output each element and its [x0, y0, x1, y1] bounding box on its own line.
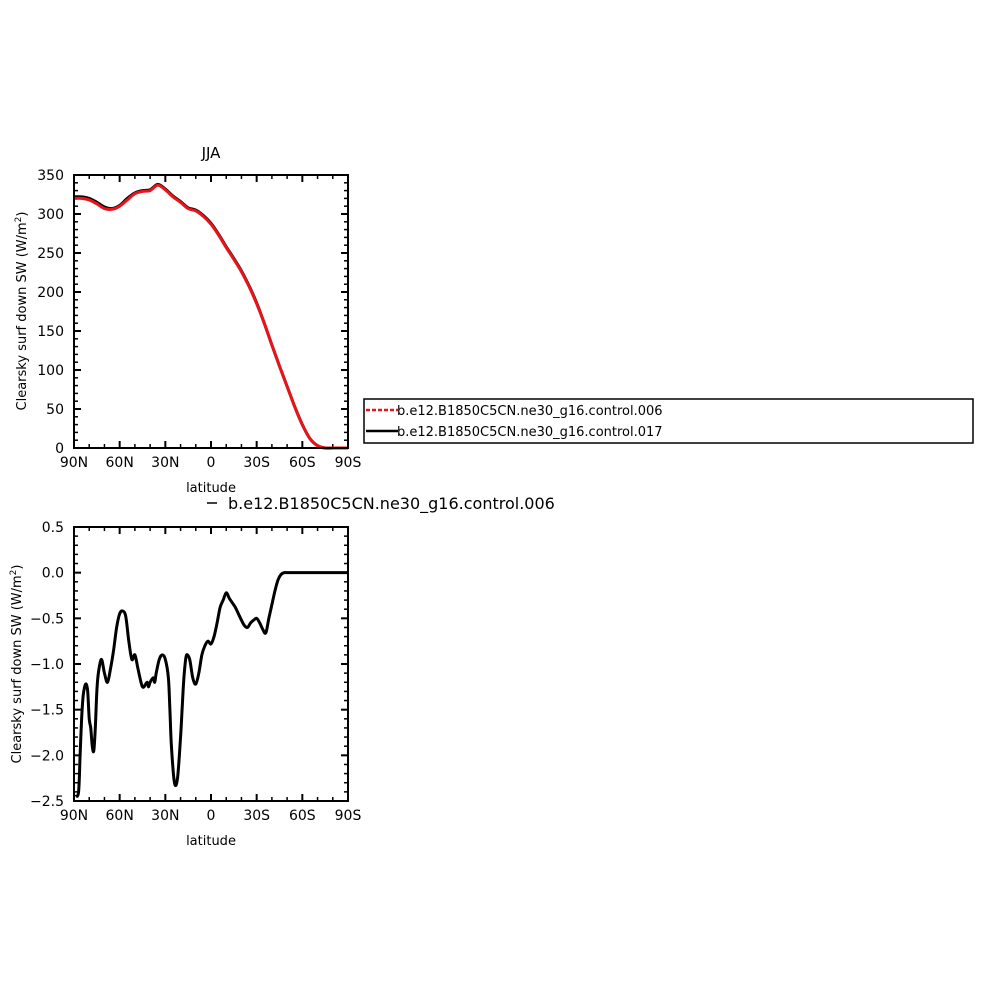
chart-top-ylabel-end: ): [15, 212, 30, 217]
chart-top-title: JJA: [201, 144, 222, 162]
chart-top-ylabel-sup: 2: [14, 217, 24, 223]
chart-top-ytick-label: 250: [37, 246, 64, 262]
chart-bottom-ytick-label: −2.0: [30, 748, 64, 764]
chart-bottom-series-line-0: [74, 571, 348, 798]
chart-top-ytick-label: 0: [55, 441, 64, 457]
chart-bottom-ytick-label: −2.5: [30, 794, 64, 810]
chart-top-ytick-label: 300: [37, 207, 64, 223]
chart-top-ytick-label: 100: [37, 363, 64, 379]
legend-label-017: b.e12.B1850C5CN.ne30_g16.control.017: [397, 425, 663, 440]
chart-bottom-xtick-label: 0: [207, 808, 216, 824]
chart-top-ytick-label: 50: [46, 402, 64, 418]
chart-bottom-xtick-label: 60S: [289, 808, 316, 824]
chart-bottom-plot-frame: [73, 526, 349, 802]
chart-bottom-ytick-label: 0.0: [42, 566, 64, 582]
chart-top-xtick-label: 30N: [151, 455, 179, 471]
chart-bottom-ytick-label: −1.5: [30, 703, 64, 719]
chart-top-series: [73, 182, 348, 450]
chart-bottom-xtick-label: 30S: [243, 808, 270, 824]
chart-top-xtick-label: 90S: [335, 455, 362, 471]
chart-top-xtick-label: 0: [207, 455, 216, 471]
chart-bottom-xtick-label: 30N: [151, 808, 179, 824]
chart-bottom-title: b.e12.B1850C5CN.ne30_g16.control.006: [228, 494, 555, 514]
chart-bottom-ylabel: Clearsky surf down SW (W/m2): [9, 565, 25, 764]
chart-bottom-xtick-label: 90S: [335, 808, 362, 824]
chart-top-ylabel-main: Clearsky surf down SW (W/m: [15, 222, 30, 410]
chart-top-ytick-label: 350: [37, 168, 64, 184]
chart-top-series-line-1: [73, 183, 348, 450]
chart-bottom-ytick-label: −0.5: [30, 611, 64, 627]
chart-top-xtick-label: 60N: [106, 455, 134, 471]
chart-bottom-xlabel: latitude: [186, 834, 236, 849]
chart-top-xlabel: latitude: [186, 481, 236, 496]
legend-label-006: b.e12.B1850C5CN.ne30_g16.control.006: [397, 404, 663, 419]
chart-top-xtick-label: 90N: [60, 455, 88, 471]
chart-bottom-ylabel-sup: 2: [9, 570, 19, 576]
chart-top-ytick-label: 200: [37, 285, 64, 301]
chart-top: JJA 90N 60N 30N 0 30S 60S 90S 0 50 100 150 200 250 30…: [14, 144, 361, 496]
chart-top-xtick-label: 60S: [289, 455, 316, 471]
chart-top-xtick-label: 30S: [243, 455, 270, 471]
chart-top-legend: b.e12.B1850C5CN.ne30_g16.control.006 b.e…: [363, 398, 974, 444]
chart-bottom: b.e12.B1850C5CN.ne30_g16.control.006 90N…: [9, 494, 555, 849]
chart-bottom-ytick-label: −1.0: [30, 657, 64, 673]
chart-top-plot-frame: [73, 174, 349, 449]
chart-bottom-ylabel-end: ): [10, 565, 25, 570]
chart-bottom-xtick-label: 60N: [106, 808, 134, 824]
chart-bottom-series: [74, 571, 348, 798]
chart-bottom-ylabel-main: Clearsky surf down SW (W/m: [10, 575, 25, 763]
legend-frame: [363, 398, 974, 444]
chart-top-ytick-label: 150: [37, 324, 64, 340]
chart-top-ylabel: Clearsky surf down SW (W/m2): [14, 212, 30, 411]
chart-bottom-xtick-label: 90N: [60, 808, 88, 824]
chart-bottom-ytick-label: 0.5: [42, 520, 64, 536]
